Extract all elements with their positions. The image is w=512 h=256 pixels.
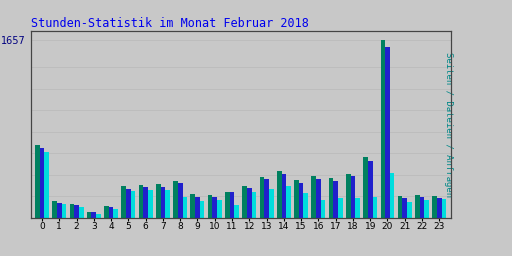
Bar (92, 212, 96, 218)
Bar (148, 190, 153, 218)
Bar (79, 207, 83, 218)
Bar (442, 199, 446, 218)
Bar (311, 176, 316, 218)
Bar (217, 200, 222, 218)
Bar (247, 188, 251, 218)
Bar (200, 201, 204, 218)
Bar (316, 179, 321, 218)
Bar (260, 177, 264, 218)
Bar (402, 198, 407, 218)
Bar (165, 190, 170, 218)
Bar (57, 202, 61, 218)
Bar (286, 186, 291, 218)
Bar (264, 179, 269, 218)
Bar (109, 207, 113, 218)
Bar (182, 197, 187, 218)
Bar (208, 195, 212, 218)
Bar (321, 200, 326, 218)
Bar (304, 193, 308, 218)
Bar (282, 174, 286, 218)
Bar (52, 201, 57, 218)
Bar (333, 180, 338, 218)
Bar (87, 212, 92, 218)
Bar (368, 161, 373, 218)
Bar (44, 152, 49, 218)
Bar (346, 174, 351, 218)
Bar (230, 192, 234, 218)
Bar (277, 171, 282, 218)
Bar (126, 189, 131, 218)
Bar (398, 196, 402, 218)
Bar (355, 198, 360, 218)
Bar (424, 200, 429, 218)
Bar (161, 187, 165, 218)
Bar (415, 195, 420, 218)
Bar (39, 148, 44, 218)
Bar (363, 157, 368, 218)
Bar (190, 194, 195, 218)
Bar (131, 191, 135, 218)
Bar (385, 47, 390, 218)
Bar (299, 183, 304, 218)
Bar (178, 183, 182, 218)
Bar (35, 145, 39, 218)
Bar (61, 204, 66, 218)
Bar (390, 173, 394, 218)
Bar (212, 197, 217, 218)
Bar (70, 204, 74, 218)
Bar (104, 206, 109, 218)
Bar (74, 205, 79, 218)
Bar (234, 205, 239, 218)
Bar (437, 198, 442, 218)
Bar (407, 202, 412, 218)
Bar (380, 40, 385, 218)
Bar (143, 187, 148, 218)
Bar (242, 186, 247, 218)
Bar (113, 209, 118, 218)
Y-axis label: Seiten / Dateien / Anfragen: Seiten / Dateien / Anfragen (444, 52, 453, 197)
Bar (351, 176, 355, 218)
Bar (251, 192, 257, 218)
Bar (373, 197, 377, 218)
Bar (121, 186, 126, 218)
Bar (173, 180, 178, 218)
Bar (269, 189, 273, 218)
Bar (420, 197, 424, 218)
Bar (432, 196, 437, 218)
Text: Stunden-Statistik im Monat Februar 2018: Stunden-Statistik im Monat Februar 2018 (31, 17, 309, 29)
Bar (139, 185, 143, 218)
Bar (156, 184, 161, 218)
Bar (338, 198, 343, 218)
Bar (294, 180, 299, 218)
Bar (225, 192, 230, 218)
Bar (329, 178, 333, 218)
Bar (96, 214, 101, 218)
Bar (195, 197, 200, 218)
